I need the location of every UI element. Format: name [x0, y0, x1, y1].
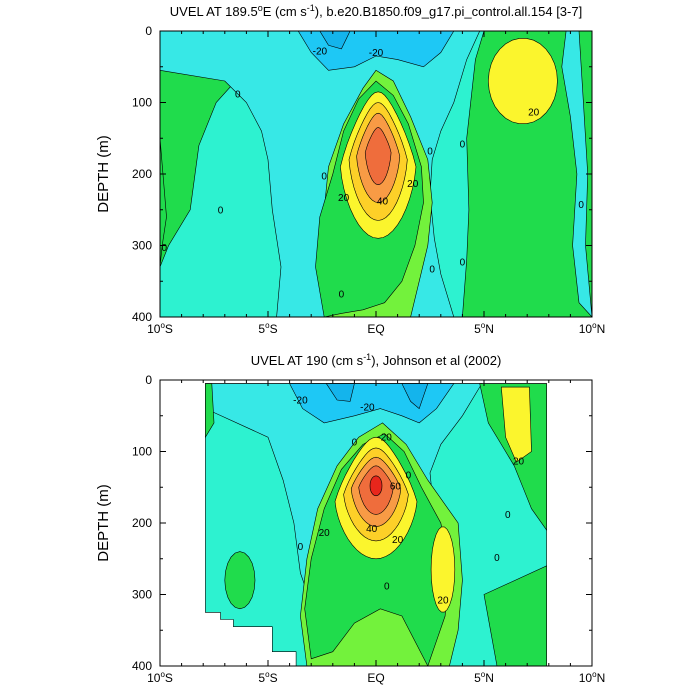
- contour-label: 20: [528, 107, 540, 118]
- contour-label: 0: [339, 290, 345, 301]
- contour-label: 0: [505, 510, 511, 521]
- y-tick-label: 100: [132, 445, 152, 459]
- contour-label: -20: [293, 396, 308, 407]
- contour-label: 0: [429, 265, 435, 276]
- x-tick-label: 5oN: [474, 321, 494, 336]
- x-tick-label: 5oN: [474, 670, 494, 685]
- contour-label: -20: [369, 48, 384, 59]
- contour-label: 20: [513, 456, 525, 467]
- contour-label: 20: [407, 179, 419, 190]
- chart-title: UVEL AT 190 (cm s-1), Johnson et al (200…: [251, 352, 502, 368]
- contour-label: 0: [460, 139, 466, 150]
- contour-label: -20: [360, 403, 375, 414]
- contour-label: 20: [437, 596, 449, 607]
- y-axis-label: DEPTH (m): [95, 135, 112, 213]
- region-east-deep-obs: [483, 565, 547, 666]
- y-tick-label: 200: [132, 167, 152, 181]
- y-tick-label: 200: [132, 516, 152, 530]
- x-tick-label: 10oS: [147, 670, 173, 685]
- region-euc-50: [364, 127, 392, 186]
- contour-label: 0: [352, 438, 358, 449]
- region-euc-60-obs: [369, 475, 383, 497]
- contour-field: [160, 31, 592, 317]
- region-core-westward-obs-2: [401, 383, 429, 410]
- y-tick-label: 100: [132, 96, 152, 110]
- y-tick-label: 0: [145, 373, 152, 387]
- y-tick-label: 300: [132, 588, 152, 602]
- region-core-westward: [319, 31, 351, 50]
- region-west-blob-obs: [224, 551, 256, 610]
- contour-label: -20: [377, 433, 392, 444]
- contour-label: 0: [494, 553, 500, 564]
- contour-label: 0: [218, 205, 224, 216]
- contour-label: 20: [319, 528, 331, 539]
- region-west-edge-obs: [205, 383, 215, 439]
- contour-label: 40: [366, 524, 378, 535]
- y-tick-label: 400: [132, 659, 152, 673]
- y-tick-label: 0: [145, 24, 152, 38]
- contour-field: [160, 380, 592, 666]
- contour-label: 60: [390, 481, 402, 492]
- chart-title: UVEL AT 189.5oE (cm s-1), b.e20.B1850.f0…: [170, 3, 582, 19]
- contour-label: 20: [338, 193, 350, 204]
- x-tick-label: 5oS: [258, 321, 277, 336]
- x-tick-label: 5oS: [258, 670, 277, 685]
- contour-label: 0: [321, 172, 327, 183]
- y-tick-label: 300: [132, 239, 152, 253]
- contour-label: 20: [392, 535, 404, 546]
- contour-label: 0: [384, 581, 390, 592]
- contour-label: 40: [377, 197, 389, 208]
- region-west-edge-positive: [160, 31, 167, 267]
- contour-label: 0: [460, 257, 466, 268]
- region-nec-core: [487, 38, 558, 124]
- contour-label: 0: [298, 542, 304, 553]
- x-tick-label: 10oN: [579, 321, 605, 336]
- y-tick-label: 400: [132, 310, 152, 324]
- contour-label: 0: [578, 200, 584, 211]
- region-nec-core-obs: [500, 386, 532, 463]
- y-axis-label: DEPTH (m): [95, 484, 112, 562]
- x-tick-label: EQ: [367, 671, 384, 685]
- region-secondary-core: [430, 526, 456, 613]
- contour-label: 0: [235, 89, 241, 100]
- x-tick-label: EQ: [367, 322, 384, 336]
- contour-label: -20: [313, 47, 328, 58]
- contour-label: 0: [427, 147, 433, 158]
- x-tick-label: 10oS: [147, 321, 173, 336]
- contour-label: 0: [162, 243, 168, 254]
- region-core-westward-obs: [325, 383, 355, 402]
- x-tick-label: 10oN: [579, 670, 605, 685]
- contour-label: 0: [406, 471, 412, 482]
